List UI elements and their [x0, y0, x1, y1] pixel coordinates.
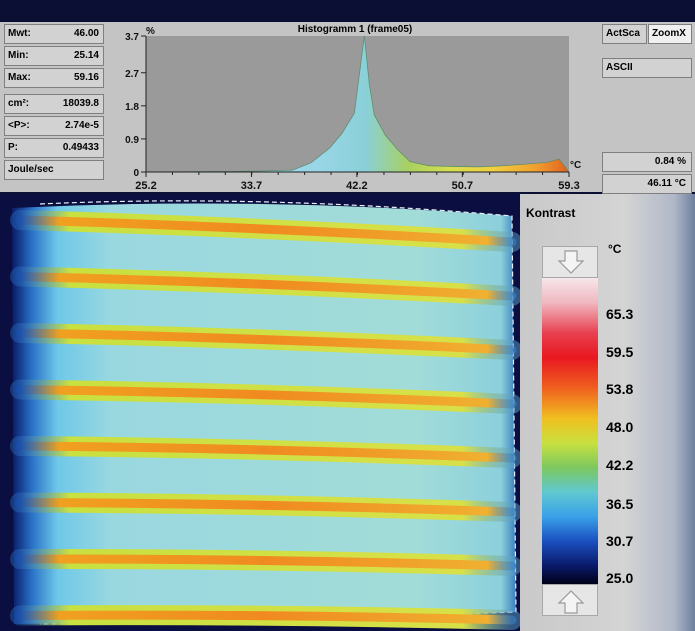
y-axis: 3.7 2.7 1.8 0.9 0 — [125, 32, 146, 179]
stat-label: Max: — [8, 72, 31, 83]
stat-value: 25.14 — [73, 50, 99, 61]
units-row: Joule/sec — [4, 160, 104, 180]
stat-label: Min: — [8, 50, 29, 61]
stat-mean-power: <P>: 2.74e-5 — [4, 116, 104, 136]
y-tick-label: 1.8 — [125, 102, 139, 113]
x-tick-label: 50.7 — [452, 180, 473, 192]
heat-stripe — [15, 610, 517, 625]
histogram-title: Histogramm 1 (frame05) — [297, 24, 413, 35]
heat-stripe — [15, 385, 517, 409]
x-axis: 25.2 33.7 42.2 50.7 59.3 — [135, 172, 580, 192]
stat-label: P: — [8, 142, 18, 153]
x-tick-label: 33.7 — [241, 180, 262, 192]
y-tick-label: 0.9 — [125, 135, 139, 146]
arrow-down-icon — [557, 250, 585, 274]
ascii-button[interactable]: ASCII — [602, 58, 692, 78]
roi-outline — [39, 200, 517, 625]
histogram-outline — [145, 35, 570, 173]
heat-stripe — [15, 272, 517, 301]
actsca-button[interactable]: ActSca — [602, 24, 647, 44]
heat-stripes — [10, 210, 520, 630]
stat-value: 18039.8 — [62, 98, 99, 109]
window-top-bar — [0, 0, 695, 22]
scale-label-6: 30.7 — [606, 533, 634, 549]
stat-value: 0.49433 — [62, 142, 99, 153]
stat-value: 2.74e-5 — [65, 120, 99, 131]
stat-label: <P>: — [8, 120, 30, 131]
panel-body — [12, 203, 516, 624]
y-tick-label: 0 — [133, 168, 139, 179]
scale-label-4: 42.2 — [606, 457, 634, 473]
x-tick-label: 42.2 — [346, 180, 367, 192]
scale-unit: °C — [608, 242, 622, 256]
x-tick-label: 59.3 — [558, 180, 579, 192]
percent-readout: 0.84 % — [602, 152, 692, 172]
heat-stripe — [15, 554, 517, 571]
stat-value: 46.00 — [73, 28, 99, 39]
stat-value: 59.16 — [73, 72, 99, 83]
scale-label-5: 36.5 — [606, 496, 634, 512]
y-tick-label: 3.7 — [125, 32, 139, 43]
thermal-frame — [10, 200, 520, 630]
scale-label-7: 25.0 — [606, 570, 634, 586]
scale-label-3: 48.0 — [606, 419, 634, 435]
scale-down-button[interactable] — [542, 584, 598, 616]
thermal-image — [0, 194, 520, 631]
stats-column: Mwt: 46.00 Min: 25.14 Max: 59.16 cm²: 18… — [4, 24, 104, 182]
units-label: Joule/sec — [8, 164, 54, 175]
stat-min: Min: 25.14 — [4, 46, 104, 66]
histogram-chart: % °C 3.7 2.7 1.8 0.9 0 25.2 33.7 42.2 50.7 59.3 — [125, 26, 581, 192]
scale-label-1: 59.5 — [606, 344, 634, 360]
histogram-panel: Mwt: 46.00 Min: 25.14 Max: 59.16 cm²: 18… — [0, 22, 695, 194]
zoomx-button[interactable]: ZoomX — [648, 24, 692, 44]
color-scale-bar — [542, 278, 598, 584]
stat-mean: Mwt: 46.00 — [4, 24, 104, 44]
stat-label: Mwt: — [8, 28, 31, 39]
temperature-readout: 46.11 °C — [602, 174, 692, 194]
scale-up-button[interactable] — [542, 246, 598, 278]
histogram-area — [146, 36, 569, 172]
y-unit-label: % — [146, 26, 155, 37]
contrast-title: Kontrast — [526, 206, 576, 220]
arrow-up-icon — [557, 590, 585, 614]
heat-stripe — [15, 498, 517, 517]
scale-label-0: 65.3 — [606, 306, 634, 322]
stat-area: cm²: 18039.8 — [4, 94, 104, 114]
contrast-panel: Kontrast °C 65.3 59.5 53.8 48.0 42.2 36.… — [520, 194, 695, 631]
x-unit-label: °C — [570, 160, 581, 171]
x-tick-label: 25.2 — [135, 180, 156, 192]
stat-max: Max: 59.16 — [4, 68, 104, 88]
heat-stripe — [15, 441, 517, 463]
stat-power: P: 0.49433 — [4, 138, 104, 158]
stat-label: cm²: — [8, 98, 30, 109]
heat-stripe — [15, 215, 517, 247]
heat-stripe — [15, 328, 517, 355]
scale-label-2: 53.8 — [606, 381, 634, 397]
y-tick-label: 2.7 — [125, 69, 139, 80]
